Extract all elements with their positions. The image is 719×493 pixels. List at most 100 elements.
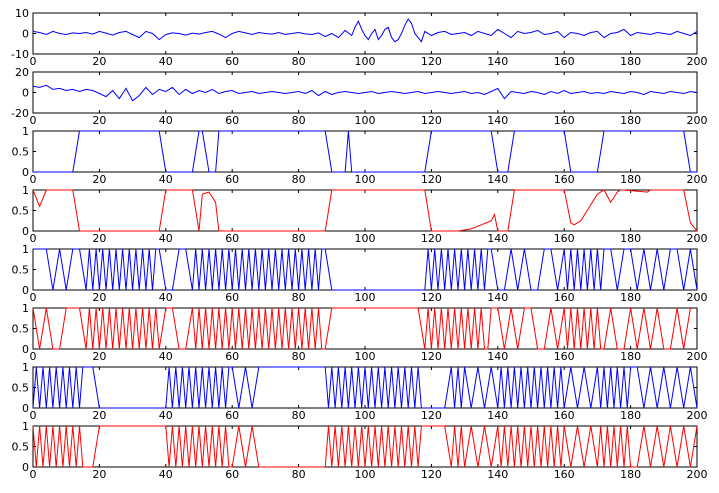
x-tick-label: 120 xyxy=(421,468,442,481)
x-tick-label: 40 xyxy=(159,468,173,481)
y-tick-label: 1 xyxy=(22,125,29,138)
x-tick-label: 60 xyxy=(225,468,239,481)
x-tick-label: 80 xyxy=(292,173,306,186)
y-tick-label: 20 xyxy=(15,66,29,79)
x-tick-label: 200 xyxy=(687,350,708,363)
subplot-7: 0 20 40 60 80 100 120 140 160 180 200 0 0.5 1 xyxy=(12,361,708,422)
x-tick-label: 160 xyxy=(554,55,575,68)
y-tick-label: 0 xyxy=(22,402,29,415)
x-tick-label: 20 xyxy=(92,114,106,127)
x-tick-label: 40 xyxy=(159,173,173,186)
subplot-8: 0 20 40 60 80 100 120 140 160 180 200 0 0.5 1 xyxy=(12,420,708,481)
x-tick-label: 60 xyxy=(225,232,239,245)
x-tick-label: 200 xyxy=(687,291,708,304)
y-tick-label: 0.5 xyxy=(12,323,30,336)
x-tick-label: 80 xyxy=(292,350,306,363)
x-tick-label: 100 xyxy=(355,468,376,481)
y-tick-label: -10 xyxy=(11,48,29,61)
x-tick-label: 20 xyxy=(92,468,106,481)
x-tick-label: 100 xyxy=(355,232,376,245)
x-tick-label: 20 xyxy=(92,350,106,363)
x-tick-label: 40 xyxy=(159,114,173,127)
x-tick-label: 200 xyxy=(687,468,708,481)
x-tick-label: 60 xyxy=(225,114,239,127)
series-line xyxy=(32,84,698,102)
x-tick-label: 140 xyxy=(487,55,508,68)
series-line xyxy=(32,189,698,232)
x-tick-label: 140 xyxy=(487,291,508,304)
x-tick-label: 200 xyxy=(687,55,708,68)
x-tick-label: 200 xyxy=(687,173,708,186)
y-tick-label: 0 xyxy=(22,461,29,474)
y-tick-label: -20 xyxy=(11,107,29,120)
x-tick-label: 120 xyxy=(421,350,442,363)
x-tick-label: 40 xyxy=(159,350,173,363)
y-tick-label: 0 xyxy=(22,225,29,238)
x-tick-label: 160 xyxy=(554,114,575,127)
x-tick-label: 20 xyxy=(92,409,106,422)
x-tick-label: 60 xyxy=(225,291,239,304)
x-tick-label: 180 xyxy=(620,55,641,68)
axes-box xyxy=(32,12,698,55)
y-tick-label: 0.5 xyxy=(12,146,30,159)
x-tick-label: 100 xyxy=(355,55,376,68)
x-tick-label: 0 xyxy=(30,114,37,127)
x-tick-label: 120 xyxy=(421,55,442,68)
x-tick-label: 120 xyxy=(421,232,442,245)
y-tick-label: 0 xyxy=(22,166,29,179)
x-tick-label: 80 xyxy=(292,291,306,304)
x-tick-label: 120 xyxy=(421,291,442,304)
x-tick-label: 140 xyxy=(487,232,508,245)
x-tick-label: 100 xyxy=(355,173,376,186)
x-tick-label: 140 xyxy=(487,173,508,186)
x-tick-label: 180 xyxy=(620,468,641,481)
series-line xyxy=(32,307,691,350)
x-tick-label: 120 xyxy=(421,114,442,127)
x-tick-label: 0 xyxy=(30,350,37,363)
y-tick-label: 0 xyxy=(22,284,29,297)
y-tick-label: 0.5 xyxy=(12,205,30,218)
x-tick-label: 60 xyxy=(225,409,239,422)
axes-box xyxy=(32,189,698,232)
subplot-6: 0 20 40 60 80 100 120 140 160 180 200 0 0.5 1 xyxy=(12,302,708,363)
x-tick-label: 100 xyxy=(355,409,376,422)
y-tick-label: 1 xyxy=(22,184,29,197)
x-tick-label: 180 xyxy=(620,291,641,304)
x-tick-label: 160 xyxy=(554,468,575,481)
subplot-3: 0 20 40 60 80 100 120 140 160 180 200 0 0.5 1 xyxy=(12,125,708,186)
x-tick-label: 200 xyxy=(687,232,708,245)
y-tick-label: 0.5 xyxy=(12,264,30,277)
x-tick-label: 120 xyxy=(421,409,442,422)
x-tick-label: 160 xyxy=(554,232,575,245)
series-line xyxy=(32,18,698,43)
x-tick-label: 0 xyxy=(30,291,37,304)
y-tick-label: 0.5 xyxy=(12,382,30,395)
y-tick-label: 0 xyxy=(22,87,29,100)
x-tick-label: 0 xyxy=(30,468,37,481)
x-tick-label: 60 xyxy=(225,350,239,363)
x-tick-label: 140 xyxy=(487,114,508,127)
x-tick-label: 180 xyxy=(620,173,641,186)
x-tick-label: 80 xyxy=(292,114,306,127)
x-tick-label: 100 xyxy=(355,114,376,127)
series-line xyxy=(33,130,697,173)
series-line xyxy=(32,425,698,468)
y-tick-label: 0 xyxy=(22,343,29,356)
subplot-4: 0 20 40 60 80 100 120 140 160 180 200 0 0.5 1 xyxy=(12,184,708,245)
x-tick-label: 40 xyxy=(159,291,173,304)
x-tick-label: 80 xyxy=(292,468,306,481)
x-tick-label: 20 xyxy=(92,232,106,245)
x-tick-label: 200 xyxy=(687,114,708,127)
x-tick-label: 180 xyxy=(620,114,641,127)
x-tick-label: 180 xyxy=(620,232,641,245)
y-tick-label: 1 xyxy=(22,420,29,433)
axes-box xyxy=(32,130,698,173)
x-tick-label: 100 xyxy=(355,291,376,304)
x-tick-label: 0 xyxy=(30,409,37,422)
series-line xyxy=(32,366,698,409)
x-tick-label: 0 xyxy=(30,232,37,245)
x-tick-label: 0 xyxy=(30,55,37,68)
x-tick-label: 40 xyxy=(159,409,173,422)
